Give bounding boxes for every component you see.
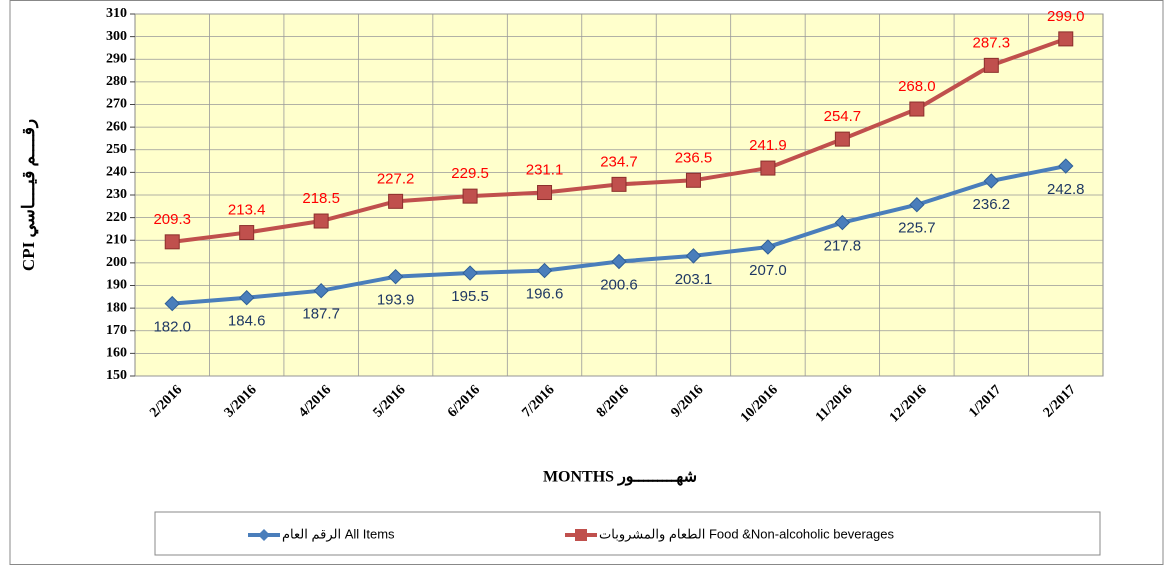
y-tick-label: 260 [106, 119, 127, 134]
legend-marker [258, 529, 270, 541]
data-label: 187.7 [302, 306, 340, 323]
point-marker [760, 160, 776, 176]
point-marker [164, 295, 180, 312]
point-marker [313, 213, 329, 229]
x-axis-title: MONTHS شهـــــــــور [543, 469, 697, 487]
data-label: 227.2 [377, 170, 415, 187]
data-label: 209.3 [153, 211, 191, 228]
y-tick-label: 200 [106, 255, 127, 270]
y-tick-label: 190 [106, 278, 127, 293]
y-axis-title: CPI رقــــم قيــــاسي [19, 119, 39, 271]
point-marker [313, 282, 329, 299]
data-label: 236.5 [675, 149, 713, 166]
y-tick-label: 210 [106, 232, 127, 247]
point-marker [388, 193, 404, 209]
data-label: 200.6 [600, 276, 638, 293]
data-label: 207.0 [749, 262, 787, 279]
point-marker [1058, 31, 1074, 47]
y-tick-label: 310 [106, 6, 127, 21]
point-marker [387, 268, 404, 285]
point-marker [909, 101, 925, 117]
data-label: 254.7 [824, 108, 862, 125]
point-marker [238, 290, 255, 306]
data-label: 225.7 [898, 220, 936, 237]
point-marker [909, 197, 925, 213]
legend-box [154, 511, 1101, 556]
point-marker [611, 176, 627, 192]
y-tick-label: 220 [106, 210, 127, 225]
data-label: 287.3 [973, 34, 1011, 51]
data-label: 195.5 [451, 288, 489, 305]
data-label: 236.2 [973, 196, 1011, 213]
point-marker [983, 57, 999, 73]
data-label: 184.6 [228, 313, 266, 330]
data-label: 231.1 [526, 161, 564, 178]
legend-label: الطعام والمشروبات Food &Non-alcoholic be… [599, 526, 894, 542]
y-tick-label: 160 [106, 346, 127, 361]
legend-marker [575, 529, 587, 541]
point-marker [239, 225, 255, 241]
point-marker [536, 262, 553, 279]
data-label: 242.8 [1047, 181, 1085, 198]
point-marker [685, 248, 702, 264]
data-label: 196.6 [526, 286, 564, 303]
data-label: 213.4 [228, 202, 266, 219]
point-marker [462, 265, 478, 281]
y-tick-label: 290 [106, 51, 127, 66]
data-label: 268.0 [898, 78, 936, 95]
point-marker [834, 131, 850, 147]
data-label: 182.0 [153, 319, 191, 336]
y-tick-label: 240 [106, 165, 127, 180]
legend-label: الرقم العام All Items [282, 526, 395, 542]
y-tick-label: 280 [106, 74, 127, 89]
data-label: 217.8 [824, 238, 862, 255]
point-marker [685, 172, 701, 188]
data-label: 234.7 [600, 153, 638, 170]
y-tick-label: 230 [106, 187, 127, 202]
y-tick-label: 180 [106, 300, 127, 315]
y-tick-label: 250 [106, 142, 127, 157]
point-marker [1058, 158, 1074, 174]
point-marker [760, 239, 776, 255]
y-tick-label: 270 [106, 97, 127, 112]
data-label: 193.9 [377, 292, 415, 309]
point-marker [462, 188, 478, 204]
data-label: 299.0 [1047, 8, 1085, 25]
data-label: 203.1 [675, 271, 713, 288]
point-marker [537, 185, 553, 201]
data-label: 218.5 [302, 190, 340, 207]
y-tick-label: 170 [106, 323, 127, 338]
data-label: 229.5 [451, 165, 489, 182]
data-label: 241.9 [749, 137, 787, 154]
point-marker [611, 253, 627, 270]
y-tick-label: 300 [106, 29, 127, 44]
point-marker [983, 173, 1000, 189]
point-marker [164, 234, 180, 250]
point-marker [834, 214, 851, 231]
y-tick-label: 150 [106, 368, 127, 383]
